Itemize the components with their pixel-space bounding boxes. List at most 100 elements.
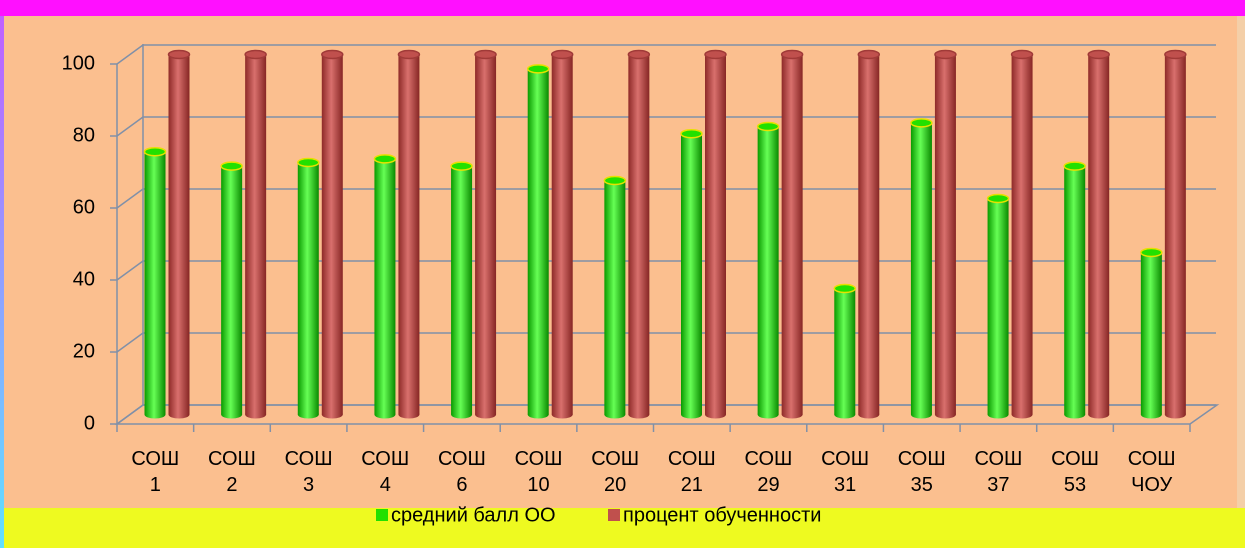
bar-body bbox=[858, 54, 880, 415]
floor bbox=[114, 404, 1220, 425]
bar-top bbox=[526, 64, 550, 74]
legend-swatch bbox=[608, 509, 620, 521]
x-tick-label: СОШ 10 bbox=[514, 448, 563, 496]
bar-top bbox=[1140, 247, 1163, 258]
bar-top bbox=[450, 161, 473, 171]
bar-top bbox=[627, 49, 651, 60]
bar-body bbox=[451, 166, 473, 415]
bar-top bbox=[220, 161, 243, 171]
bar-top bbox=[603, 175, 627, 186]
x-tick-label: СОШ 20 bbox=[591, 448, 640, 496]
legend-swatch bbox=[376, 509, 388, 521]
bar bbox=[1087, 49, 1110, 419]
bar-body bbox=[1064, 166, 1086, 415]
bar-top bbox=[1164, 49, 1187, 60]
bar bbox=[167, 49, 191, 419]
bar-body bbox=[297, 162, 319, 415]
bar bbox=[373, 154, 397, 419]
bar-body bbox=[527, 68, 549, 415]
bar-top bbox=[550, 49, 574, 60]
bar bbox=[857, 49, 881, 419]
grid-line bbox=[116, 260, 144, 281]
bar-top bbox=[297, 157, 320, 168]
bar-body bbox=[398, 54, 420, 415]
bar-body bbox=[551, 54, 573, 415]
bar-top bbox=[167, 49, 191, 60]
x-tick-label: СОШ 3 bbox=[284, 448, 333, 496]
bar bbox=[143, 146, 167, 419]
bar-body bbox=[1164, 54, 1186, 415]
bar-body bbox=[757, 126, 779, 415]
x-tick-label: СОШ 2 bbox=[208, 448, 256, 496]
bar bbox=[704, 49, 727, 419]
bar bbox=[244, 49, 267, 419]
bar-top bbox=[244, 49, 267, 60]
bar bbox=[1164, 49, 1187, 419]
bar-body bbox=[681, 133, 702, 415]
bar-top bbox=[910, 118, 933, 128]
bar bbox=[756, 121, 780, 419]
x-tick-label: СОШ 6 bbox=[437, 448, 486, 496]
grid-line bbox=[116, 188, 144, 209]
grid-line bbox=[116, 116, 144, 137]
bar-body bbox=[1140, 252, 1162, 415]
bar bbox=[934, 49, 957, 419]
bar-body bbox=[221, 166, 243, 415]
y-tick-label: 80 bbox=[73, 124, 95, 146]
grid-line bbox=[116, 332, 144, 353]
bar-top bbox=[986, 193, 1010, 204]
y-tick-label: 40 bbox=[73, 268, 95, 290]
x-tick-label: СОШ 37 bbox=[974, 448, 1023, 496]
grid-line bbox=[116, 404, 144, 425]
bar bbox=[603, 175, 627, 419]
bar bbox=[321, 49, 344, 419]
bar-top bbox=[474, 49, 497, 60]
bar-top bbox=[321, 49, 344, 60]
bar-top bbox=[143, 146, 167, 157]
bar bbox=[910, 118, 933, 419]
bar-body bbox=[475, 54, 497, 415]
bar bbox=[680, 128, 703, 419]
bar-top bbox=[857, 49, 881, 60]
x-tick-label: СОШ ЧОУ bbox=[1127, 448, 1176, 496]
bar bbox=[297, 157, 320, 419]
bar-top bbox=[756, 121, 780, 132]
bar-body bbox=[705, 54, 726, 415]
y-tick-label: 60 bbox=[73, 196, 95, 218]
y-tick-label: 100 bbox=[62, 52, 95, 74]
x-tick-label: СОШ 4 bbox=[361, 448, 410, 496]
bar-top bbox=[1010, 49, 1034, 60]
left-edge bbox=[0, 16, 4, 548]
bar-body bbox=[245, 54, 267, 415]
bar-top bbox=[934, 49, 957, 60]
bar-body bbox=[628, 54, 650, 415]
bar bbox=[1140, 247, 1163, 419]
grid-line bbox=[116, 44, 144, 65]
bar-top bbox=[704, 49, 727, 60]
x-tick-label: СОШ 21 bbox=[667, 448, 716, 496]
x-tick-label: СОШ 29 bbox=[744, 448, 793, 496]
bottom-band bbox=[0, 508, 1245, 548]
bar bbox=[780, 49, 804, 419]
bar-body bbox=[987, 198, 1009, 415]
right-edge bbox=[1237, 16, 1245, 508]
bar bbox=[397, 49, 421, 419]
top-band bbox=[0, 0, 1245, 16]
bar-body bbox=[910, 122, 932, 415]
bar bbox=[1063, 161, 1086, 419]
bar bbox=[474, 49, 497, 419]
x-tick-label: СОШ 1 bbox=[131, 448, 180, 496]
bar-top bbox=[780, 49, 804, 60]
bar-body bbox=[321, 54, 343, 415]
legend-label: процент обученности bbox=[623, 504, 821, 526]
bar-body bbox=[604, 180, 626, 415]
bar-body bbox=[1011, 54, 1033, 415]
bar-body bbox=[781, 54, 803, 415]
bar bbox=[220, 161, 243, 419]
bar-top bbox=[1063, 161, 1086, 171]
bar bbox=[550, 49, 574, 419]
bar-body bbox=[374, 158, 396, 415]
bar-top bbox=[833, 283, 857, 294]
